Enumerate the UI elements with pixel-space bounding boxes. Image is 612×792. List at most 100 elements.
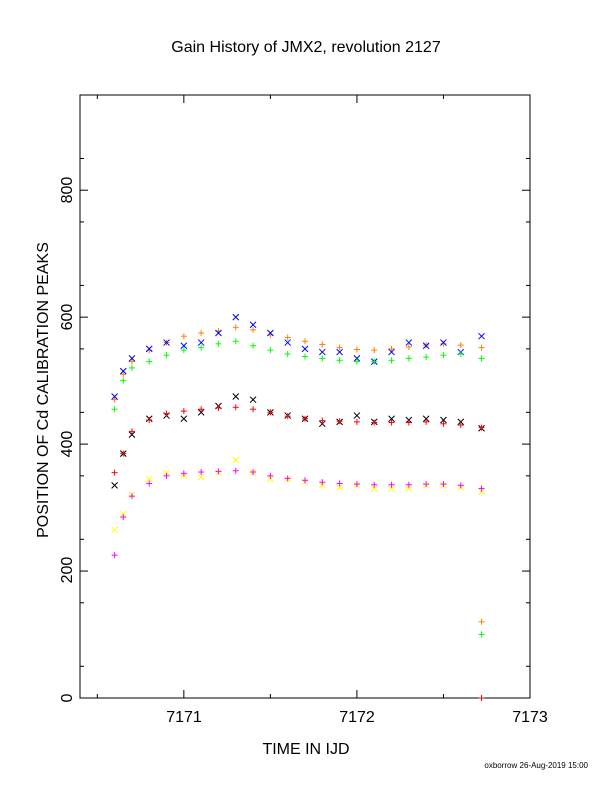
data-point xyxy=(232,338,239,345)
data-point xyxy=(478,332,485,340)
data-point xyxy=(302,353,308,360)
data-point xyxy=(388,357,395,364)
data-point xyxy=(180,342,188,350)
data-point xyxy=(422,342,430,350)
data-point xyxy=(388,419,395,426)
data-point xyxy=(128,493,135,500)
data-point xyxy=(146,347,153,354)
data-point xyxy=(478,695,485,701)
data-point xyxy=(353,481,360,488)
data-point xyxy=(284,334,291,341)
data-point xyxy=(250,342,257,349)
data-point xyxy=(284,413,291,420)
data-point xyxy=(371,347,378,354)
y-tick-label-800: 800 xyxy=(59,177,76,204)
data-points xyxy=(111,313,485,701)
data-point xyxy=(145,475,153,483)
data-point xyxy=(232,404,239,411)
data-point xyxy=(232,456,240,464)
data-point xyxy=(267,472,274,479)
y-tick-label-200: 200 xyxy=(59,557,76,584)
data-point xyxy=(440,481,447,488)
data-point xyxy=(111,393,118,400)
data-point xyxy=(146,416,153,423)
data-point xyxy=(318,482,326,489)
data-point xyxy=(478,488,485,496)
data-point xyxy=(146,480,153,487)
data-point xyxy=(440,352,447,359)
footer-credit: oxborrow 26-Aug-2019 15:00 xyxy=(484,761,588,770)
data-point xyxy=(405,343,412,350)
data-point xyxy=(128,355,136,362)
data-point xyxy=(145,345,153,353)
data-point xyxy=(405,485,413,492)
data-point xyxy=(146,358,153,365)
data-point xyxy=(423,481,430,488)
data-point xyxy=(388,485,395,492)
x-axis-ticks xyxy=(96,95,531,698)
data-point xyxy=(111,469,118,476)
data-point xyxy=(284,339,292,346)
data-point xyxy=(197,339,205,346)
data-point xyxy=(423,418,430,425)
data-point xyxy=(318,420,326,428)
chart-title: Gain History of JMX2, revolution 2127 xyxy=(171,39,441,56)
data-point xyxy=(198,344,205,351)
y-tick-label-400: 400 xyxy=(59,431,76,458)
data-point xyxy=(423,354,430,361)
data-point xyxy=(301,345,309,353)
data-point xyxy=(457,422,464,429)
data-point xyxy=(457,342,464,349)
data-point xyxy=(215,340,222,347)
data-point xyxy=(284,475,291,482)
data-point xyxy=(197,473,205,481)
data-point xyxy=(405,481,412,488)
data-point xyxy=(318,348,326,356)
data-point xyxy=(319,417,326,424)
data-point xyxy=(249,396,257,404)
x-tick-label-7171: 7171 xyxy=(166,709,202,726)
data-point xyxy=(250,326,257,333)
data-point xyxy=(120,377,127,384)
data-point xyxy=(197,409,205,416)
data-point xyxy=(180,347,187,354)
data-point xyxy=(478,344,485,351)
data-point xyxy=(232,313,240,321)
data-point xyxy=(405,339,413,346)
data-point xyxy=(478,424,485,431)
data-point xyxy=(302,338,308,345)
data-point xyxy=(267,347,274,354)
data-point xyxy=(457,350,464,357)
data-point xyxy=(180,470,187,477)
data-point xyxy=(250,469,257,476)
data-point xyxy=(163,469,170,477)
data-point xyxy=(353,358,360,365)
data-point xyxy=(371,358,378,365)
data-point xyxy=(163,352,170,359)
data-point xyxy=(353,355,361,362)
data-point xyxy=(478,618,485,625)
y-tick-label-0: 0 xyxy=(59,693,76,702)
data-point xyxy=(370,485,378,492)
data-point xyxy=(128,358,135,365)
x-tick-label-7173: 7173 xyxy=(512,709,548,726)
data-point xyxy=(319,355,326,362)
data-point xyxy=(111,526,118,534)
data-point xyxy=(128,364,135,371)
plot-frame xyxy=(79,94,531,699)
data-point xyxy=(111,406,118,413)
data-point xyxy=(336,483,343,491)
data-point xyxy=(215,468,222,475)
data-point xyxy=(120,450,127,457)
data-point xyxy=(336,418,343,425)
data-point xyxy=(249,321,257,329)
data-point xyxy=(336,348,343,356)
data-point xyxy=(163,472,170,479)
data-point xyxy=(180,408,187,415)
data-point xyxy=(353,412,361,419)
data-point xyxy=(128,431,136,438)
data-point xyxy=(371,481,378,488)
data-point xyxy=(163,410,170,417)
data-point xyxy=(478,485,485,492)
